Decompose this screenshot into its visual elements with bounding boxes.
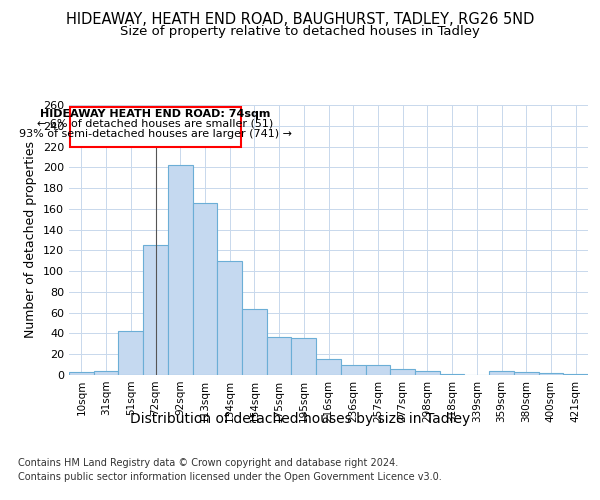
Text: Distribution of detached houses by size in Tadley: Distribution of detached houses by size …	[130, 412, 470, 426]
Bar	[118, 332, 143, 375]
Bar	[292, 338, 316, 375]
Text: ← 6% of detached houses are smaller (51): ← 6% of detached houses are smaller (51)	[37, 118, 274, 128]
Text: Contains public sector information licensed under the Open Government Licence v3: Contains public sector information licen…	[18, 472, 442, 482]
Text: Size of property relative to detached houses in Tadley: Size of property relative to detached ho…	[120, 25, 480, 38]
Bar	[267, 336, 292, 375]
Bar	[94, 371, 118, 375]
Bar	[440, 374, 464, 375]
Text: HIDEAWAY HEATH END ROAD: 74sqm: HIDEAWAY HEATH END ROAD: 74sqm	[40, 110, 271, 120]
Bar	[365, 364, 390, 375]
Bar	[489, 371, 514, 375]
Bar	[514, 372, 539, 375]
Bar	[143, 245, 168, 375]
Bar	[539, 373, 563, 375]
FancyBboxPatch shape	[70, 107, 241, 146]
Bar	[217, 261, 242, 375]
Bar	[563, 374, 588, 375]
Bar	[341, 364, 365, 375]
Bar	[390, 369, 415, 375]
Y-axis label: Number of detached properties: Number of detached properties	[25, 142, 37, 338]
Bar	[415, 371, 440, 375]
Bar	[69, 372, 94, 375]
Bar	[242, 308, 267, 375]
Text: HIDEAWAY, HEATH END ROAD, BAUGHURST, TADLEY, RG26 5ND: HIDEAWAY, HEATH END ROAD, BAUGHURST, TAD…	[66, 12, 534, 28]
Text: 93% of semi-detached houses are larger (741) →: 93% of semi-detached houses are larger (…	[19, 129, 292, 139]
Bar	[193, 202, 217, 375]
Bar	[168, 165, 193, 375]
Bar	[316, 360, 341, 375]
Text: Contains HM Land Registry data © Crown copyright and database right 2024.: Contains HM Land Registry data © Crown c…	[18, 458, 398, 468]
